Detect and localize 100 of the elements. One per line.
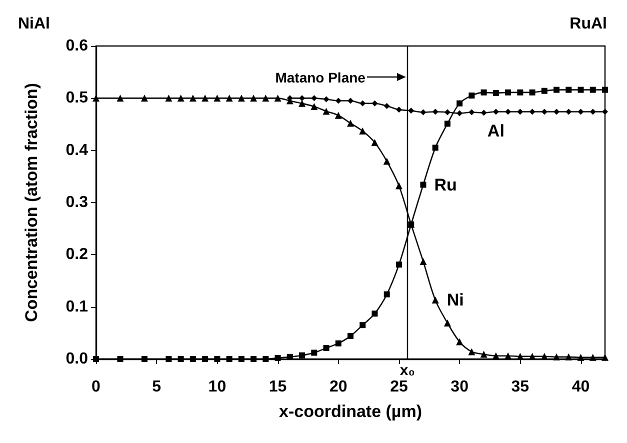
point <box>214 356 220 362</box>
point <box>468 109 475 116</box>
point <box>504 352 512 360</box>
point <box>334 112 342 119</box>
x-tick-label: 35 <box>511 378 530 396</box>
point <box>348 98 354 104</box>
point <box>226 94 233 102</box>
point <box>335 98 342 104</box>
point <box>590 108 596 115</box>
x-tick-label: 10 <box>208 378 226 396</box>
point <box>262 356 269 362</box>
point <box>553 353 560 360</box>
y-tick-label: 0.6 <box>66 38 88 54</box>
point <box>408 108 414 114</box>
point <box>505 108 512 115</box>
x-tick-label: 20 <box>329 378 348 396</box>
point <box>238 94 245 102</box>
point <box>202 356 208 362</box>
point <box>93 356 99 362</box>
point <box>578 108 584 115</box>
point <box>420 109 426 116</box>
point <box>310 103 318 110</box>
point <box>456 110 463 116</box>
point <box>517 108 524 115</box>
point <box>590 86 596 93</box>
point <box>298 100 306 107</box>
point <box>541 88 548 94</box>
point <box>299 352 306 358</box>
point <box>432 296 439 304</box>
point <box>311 95 318 102</box>
point <box>492 352 500 360</box>
y-axis-title: Concentration (atom fraction) <box>22 83 41 322</box>
point <box>323 345 330 352</box>
point <box>372 100 378 106</box>
point <box>384 102 390 109</box>
point <box>360 322 366 328</box>
ref-line-label: x₀ <box>400 362 416 379</box>
point <box>116 94 124 102</box>
point <box>456 100 463 106</box>
x-tick-label: 15 <box>268 378 287 396</box>
point <box>529 108 536 115</box>
point <box>140 94 148 102</box>
point <box>322 108 330 115</box>
y-tick-label: 0.1 <box>66 298 88 316</box>
point <box>274 94 282 102</box>
x-tick-label: 5 <box>152 378 162 396</box>
point <box>480 350 488 358</box>
point <box>178 356 184 362</box>
point <box>529 89 536 96</box>
point <box>348 333 354 340</box>
point <box>505 89 512 96</box>
point <box>602 108 608 115</box>
point <box>468 348 476 356</box>
point <box>311 350 318 356</box>
point <box>554 108 560 115</box>
point <box>480 110 487 116</box>
point <box>360 100 366 106</box>
point <box>589 354 596 361</box>
point <box>190 356 196 362</box>
point <box>189 94 196 102</box>
y-tick-label: 0.2 <box>66 246 88 264</box>
point <box>383 158 390 165</box>
x-axis-title: x-coordinate (µm) <box>279 402 422 421</box>
point <box>420 258 427 265</box>
point <box>371 139 378 146</box>
annotation: Matano Plane <box>275 69 366 86</box>
point <box>372 310 378 317</box>
point <box>396 262 402 268</box>
point <box>541 108 548 115</box>
point <box>602 86 608 93</box>
point <box>420 182 426 188</box>
point <box>274 354 281 361</box>
y-tick-label: 0.5 <box>66 90 88 107</box>
point <box>492 90 499 96</box>
point <box>444 109 450 116</box>
point <box>238 356 244 362</box>
point <box>226 356 232 362</box>
point <box>323 96 330 102</box>
x-tick-label: 25 <box>390 378 408 396</box>
point <box>565 353 572 360</box>
point <box>432 108 438 115</box>
point <box>432 144 438 151</box>
point <box>250 356 257 362</box>
text: RuAl <box>570 16 607 32</box>
point <box>335 340 342 346</box>
point <box>517 89 524 96</box>
point <box>202 94 209 102</box>
point <box>165 94 172 102</box>
point <box>250 94 258 102</box>
x-tick-label: 40 <box>572 378 590 396</box>
point <box>468 92 475 99</box>
point <box>480 89 487 96</box>
point <box>444 120 450 127</box>
point <box>578 86 584 93</box>
text: NiAl <box>18 16 50 32</box>
point <box>566 86 572 93</box>
y-tick-label: 0.3 <box>66 194 88 211</box>
point <box>177 94 184 102</box>
point <box>566 108 572 115</box>
x-tick-label: 0 <box>92 378 101 396</box>
